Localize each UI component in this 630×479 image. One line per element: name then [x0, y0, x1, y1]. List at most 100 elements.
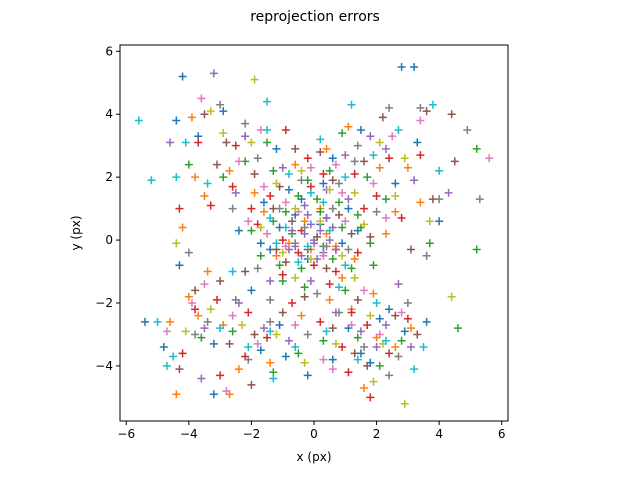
data-point [369, 151, 378, 160]
y-tick-label: 6 [105, 44, 113, 58]
data-point [400, 154, 409, 163]
data-point [278, 248, 287, 257]
data-point [347, 264, 356, 273]
data-point [391, 343, 400, 352]
data-point [435, 217, 444, 226]
data-point [175, 261, 184, 270]
data-point [203, 317, 212, 326]
data-point [391, 192, 400, 201]
data-point [375, 361, 384, 370]
data-point [353, 333, 362, 342]
data-point [228, 267, 237, 276]
data-point [231, 141, 240, 150]
data-point [291, 273, 300, 282]
data-point [241, 267, 250, 276]
data-point [263, 333, 272, 342]
x-tick-label: 2 [373, 427, 381, 441]
data-point [191, 173, 200, 182]
data-point [288, 217, 297, 226]
data-point [338, 251, 347, 260]
x-tick-label: 4 [435, 427, 443, 441]
data-point [291, 160, 300, 169]
data-point [288, 299, 297, 308]
data-point [463, 125, 472, 134]
data-point [450, 157, 459, 166]
data-point [372, 207, 381, 216]
data-point [385, 154, 394, 163]
data-point [172, 116, 181, 125]
data-point [291, 204, 300, 213]
data-point [397, 214, 406, 223]
data-point [413, 330, 422, 339]
data-point [209, 69, 218, 78]
data-point [141, 317, 150, 326]
data-point [338, 273, 347, 282]
data-point [363, 361, 372, 370]
data-point [319, 198, 328, 207]
data-point [341, 151, 350, 160]
data-point [291, 321, 300, 330]
series-6 [175, 107, 459, 389]
data-point [428, 100, 437, 109]
data-point [256, 223, 265, 232]
data-point [278, 270, 287, 279]
data-point [278, 236, 287, 245]
data-point [397, 336, 406, 345]
data-point [159, 343, 168, 352]
data-point [291, 144, 300, 153]
data-point [231, 295, 240, 304]
data-point [341, 261, 350, 270]
data-point [219, 107, 228, 116]
data-point [407, 324, 415, 333]
series-3 [184, 129, 481, 377]
data-point [335, 210, 344, 219]
series-10 [134, 97, 444, 383]
data-point [203, 179, 212, 188]
data-point [187, 299, 196, 308]
data-point [444, 188, 453, 197]
data-point [360, 343, 369, 352]
data-point [425, 239, 434, 248]
data-point [181, 138, 190, 147]
data-point [407, 245, 415, 254]
series-7 [162, 94, 494, 396]
data-point [250, 170, 259, 179]
data-point [369, 377, 378, 386]
data-point [322, 264, 331, 273]
data-point [319, 179, 328, 188]
data-point [422, 317, 431, 326]
data-point [325, 166, 334, 175]
data-point [400, 327, 409, 336]
data-point [306, 254, 315, 263]
data-point [344, 245, 353, 254]
x-tick-label: −4 [180, 427, 198, 441]
data-point [181, 327, 190, 336]
y-tick-label: −4 [95, 359, 113, 373]
data-point [319, 251, 328, 260]
data-point [294, 349, 303, 358]
data-point [166, 138, 175, 147]
data-point [372, 343, 381, 352]
series-9 [172, 75, 456, 408]
data-point [322, 242, 331, 251]
data-point [328, 324, 337, 333]
data-point [203, 267, 212, 276]
data-point [344, 195, 353, 204]
data-point [369, 179, 378, 188]
data-point [234, 226, 243, 235]
data-point [300, 223, 309, 232]
data-point [284, 336, 293, 345]
data-point [234, 365, 243, 374]
data-point [275, 321, 284, 330]
data-point [360, 157, 369, 166]
data-point [281, 223, 290, 232]
data-point [266, 295, 275, 304]
data-point [219, 129, 228, 138]
data-point [200, 324, 209, 333]
data-point [472, 144, 481, 153]
data-point [394, 280, 403, 289]
data-point [266, 327, 275, 336]
data-point [410, 63, 419, 72]
data-point [294, 258, 303, 267]
